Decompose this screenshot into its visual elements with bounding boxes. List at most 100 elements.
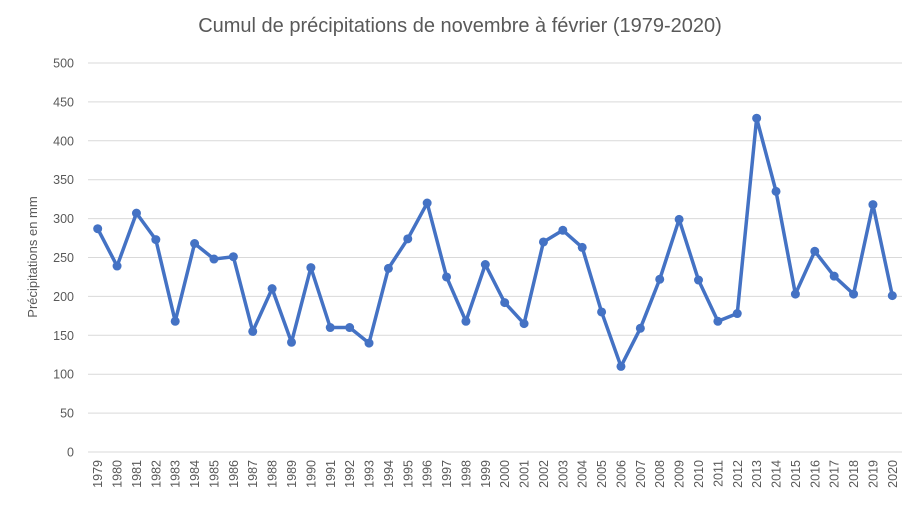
data-point (345, 323, 355, 333)
y-tick-label: 150 (53, 329, 74, 343)
data-point (887, 291, 897, 301)
data-point (635, 323, 645, 333)
x-tick-label: 2004 (576, 460, 590, 488)
data-point (151, 235, 161, 245)
x-tick-label: 2011 (711, 460, 725, 487)
x-tick-label: 1979 (91, 460, 105, 488)
x-tick-label: 2018 (847, 460, 861, 488)
y-tick-label: 250 (53, 251, 74, 265)
data-point (480, 260, 490, 270)
x-tick-label: 2012 (731, 460, 745, 488)
data-point (422, 198, 432, 208)
data-point (810, 246, 820, 256)
y-tick-label: 100 (53, 368, 74, 382)
series-layer (93, 113, 897, 371)
data-point (112, 261, 122, 271)
data-point (538, 237, 548, 247)
x-tick-label: 2010 (692, 460, 706, 488)
x-tick-label: 2019 (866, 460, 880, 488)
y-tick-label: 350 (53, 173, 74, 187)
x-tick-label: 1993 (363, 460, 377, 488)
data-point (500, 298, 510, 308)
x-tick-label: 2005 (595, 460, 609, 488)
data-point (558, 225, 568, 235)
data-point (209, 254, 219, 264)
data-point (674, 214, 684, 224)
x-tick-label: 1981 (130, 460, 144, 488)
data-point (771, 186, 781, 196)
data-point (752, 113, 762, 123)
data-point (170, 316, 180, 326)
y-tick-label: 300 (53, 212, 74, 226)
x-tick-label: 2008 (653, 460, 667, 488)
x-tick-label: 2014 (770, 460, 784, 488)
y-tick-label: 500 (53, 57, 74, 71)
x-tick-label: 2006 (614, 460, 628, 488)
x-tick-label: 1987 (246, 460, 260, 488)
data-point (267, 284, 277, 294)
x-tick-label: 1985 (207, 460, 221, 488)
x-tick-label: 1986 (227, 460, 241, 488)
data-point (93, 224, 103, 234)
data-point (790, 289, 800, 299)
chart-title: Cumul de précipitations de novembre à fé… (198, 15, 722, 37)
x-tick-label: 2002 (537, 460, 551, 488)
x-tick-label: 2001 (518, 460, 532, 488)
data-point (713, 316, 723, 326)
y-tick-label: 50 (60, 407, 74, 421)
x-tick-label: 1995 (401, 460, 415, 488)
x-tick-label: 2003 (556, 460, 570, 488)
x-tick-label: 1990 (304, 460, 318, 488)
x-tick-label: 2000 (498, 460, 512, 488)
data-point (364, 338, 374, 348)
x-tick-label: 1997 (440, 460, 454, 488)
data-point (442, 272, 452, 282)
data-point (306, 263, 316, 273)
data-point (616, 361, 626, 371)
x-tick-label: 2015 (789, 460, 803, 488)
x-tick-label: 1998 (459, 460, 473, 488)
data-point (248, 326, 258, 336)
x-tick-label: 1980 (111, 460, 125, 488)
data-point (190, 238, 200, 248)
x-tick-label: 1992 (343, 460, 357, 488)
x-tick-label: 1984 (188, 460, 202, 488)
y-tick-label: 200 (53, 290, 74, 304)
x-tick-label: 2013 (750, 460, 764, 488)
data-point (868, 200, 878, 210)
data-point (577, 242, 587, 252)
data-point (732, 309, 742, 319)
data-point (597, 307, 607, 317)
x-tick-label: 1999 (479, 460, 493, 488)
y-axis-label: Précipitations en mm (25, 196, 40, 317)
x-tick-label: 1989 (285, 460, 299, 488)
data-point (849, 289, 859, 299)
x-tick-label: 2007 (634, 460, 648, 488)
data-point (519, 319, 529, 329)
x-tick-label: 1982 (149, 460, 163, 488)
data-point (461, 316, 471, 326)
x-tick-label: 1994 (382, 460, 396, 488)
x-tick-label: 2016 (808, 460, 822, 488)
y-tick-label: 0 (67, 446, 74, 460)
x-tick-label: 2020 (886, 460, 900, 488)
data-point (131, 208, 141, 218)
x-tick-label: 1983 (169, 460, 183, 488)
y-tick-label: 400 (53, 134, 74, 148)
x-axis-ticks: 1979 1980 1981 1982 1983 1984 1985 1986 1987 1988… (91, 460, 900, 488)
y-tick-label: 450 (53, 95, 74, 109)
data-point (287, 337, 296, 347)
data-point (655, 274, 665, 284)
data-point (228, 252, 238, 262)
data-point (403, 234, 413, 244)
x-tick-label: 2009 (673, 460, 687, 488)
data-point (325, 323, 335, 333)
y-axis-ticks: 0 50 100 150 200 250 300 350 400 450 500 (53, 57, 74, 460)
x-tick-label: 1996 (421, 460, 435, 488)
series-line (95, 116, 895, 369)
data-point (829, 271, 839, 281)
x-tick-label: 1988 (266, 460, 280, 488)
x-tick-label: 2017 (828, 460, 842, 488)
